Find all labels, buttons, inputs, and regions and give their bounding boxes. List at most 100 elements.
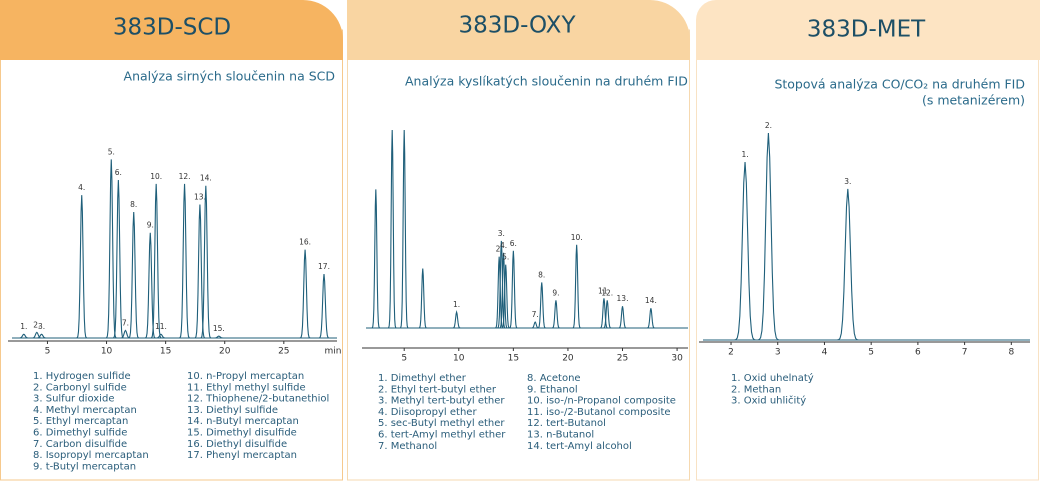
peak-label: 1.: [20, 322, 27, 331]
x-tick-label: 2: [728, 348, 734, 358]
peak-label: 14.: [200, 174, 212, 183]
peak-label: 8.: [130, 200, 137, 209]
x-tick-label: 25: [278, 347, 289, 357]
peak: [734, 161, 756, 341]
peak: [551, 300, 560, 329]
legend-entry: 3. Methyl tert-butyl ether: [378, 396, 505, 407]
peak: [194, 204, 206, 339]
legend-entry: 5. sec-Butyl methyl ether: [378, 418, 505, 429]
peak: [144, 232, 156, 339]
x-tick-label: 5: [401, 354, 407, 364]
chart-subtitle: Analýza sirných sloučenin na SCD: [124, 69, 335, 84]
x-tick-label: 5: [868, 348, 874, 358]
legend-entry: 7. Methanol: [378, 441, 437, 452]
legend-entry: 5. Ethyl mercaptan: [33, 416, 128, 427]
peak-label: 14.: [645, 296, 657, 305]
peak-label: 2.: [496, 245, 503, 254]
legend-entry: 9. t-Butyl mercaptan: [33, 461, 136, 472]
peak: [537, 282, 546, 329]
peak-label: 6.: [510, 239, 517, 248]
legend-entry: 12. Thiophene/2-butanethiol: [187, 394, 329, 405]
x-tick-label: 8: [1008, 348, 1014, 358]
peak: [299, 249, 311, 339]
peak: [387, 129, 397, 329]
peak-label: 1.: [741, 150, 748, 159]
peak-label: 2.: [33, 320, 40, 329]
peak: [155, 333, 167, 339]
peak-label: 3.: [844, 177, 851, 186]
legend-entry: 11. iso-/2-Butanol composite: [527, 407, 671, 418]
peak-label: 5.: [108, 147, 115, 156]
legend-entry: 3. Oxid uhličitý: [731, 395, 806, 407]
peak-label: 15.: [213, 324, 225, 333]
panel: [347, 29, 690, 481]
legend-entry: 1. Dimethyl ether: [378, 373, 467, 384]
peak-label: 1.: [453, 300, 460, 309]
x-tick-label: 15: [508, 354, 519, 364]
legend-entry: 2. Ethyl tert-butyl ether: [378, 384, 497, 395]
legend-entry: 3. Sulfur dioxide: [33, 394, 114, 405]
peak: [128, 212, 140, 339]
x-tick-label: 10: [453, 354, 465, 364]
peak: [36, 333, 47, 339]
peak: [213, 335, 225, 339]
peak-label: 10.: [571, 233, 583, 242]
peak: [495, 256, 504, 329]
x-tick-label: 7: [962, 348, 968, 358]
peak-label: 11.: [598, 286, 610, 295]
chart-subtitle: Stopová analýza CO/CO₂ na druhém FID: [774, 77, 1025, 92]
chart-title: 383D-OXY: [459, 13, 577, 39]
peak: [18, 333, 30, 339]
peak-label: 12.: [179, 172, 191, 181]
peak: [371, 189, 381, 329]
tab: [347, 0, 690, 60]
x-tick-label: 20: [219, 347, 231, 357]
legend-entry: 14. n-Butyl mercaptan: [187, 416, 299, 427]
legend-entry: 13. n-Butanol: [527, 430, 594, 441]
legend-entry: 10. n-Propyl mercaptan: [187, 371, 304, 382]
legend-entry: 13. Diethyl sulfide: [187, 405, 278, 416]
legend-entry: 8. Acetone: [527, 373, 581, 384]
legend-entry: 8. Isopropyl mercaptan: [33, 450, 149, 461]
legend-entry: 2. Methan: [731, 384, 781, 395]
tab: [696, 0, 1040, 60]
peak-label: 7.: [532, 310, 539, 319]
peak-label: 9.: [147, 221, 154, 230]
peak: [452, 310, 461, 329]
peak-label: 4.: [78, 183, 85, 192]
x-tick-label: 3: [775, 348, 781, 358]
peak: [76, 195, 88, 339]
peak: [399, 129, 409, 329]
peak: [179, 183, 190, 339]
peak-label: 3.: [498, 229, 505, 238]
legend-entry: 14. tert-Amyl alcohol: [527, 441, 632, 452]
chart-title: 383D-SCD: [113, 15, 231, 41]
legend-entry: 17. Phenyl mercaptan: [187, 450, 297, 461]
chart-subtitle: Analýza kyslíkatých sloučenin na druhém …: [405, 74, 688, 89]
peak-label: 16.: [299, 238, 311, 247]
peak: [837, 188, 859, 341]
peak: [318, 274, 330, 339]
peak-label: 5.: [502, 253, 509, 262]
peak-label: 13.: [617, 294, 629, 303]
legend-entry: 11. Ethyl methyl sulfide: [187, 382, 306, 393]
peak: [112, 180, 124, 339]
peak: [603, 300, 612, 329]
peak: [150, 183, 162, 339]
peak: [200, 185, 212, 339]
x-tick-label: 4: [822, 348, 828, 358]
peak: [509, 250, 518, 329]
chart-subtitle: (s metanizérem): [922, 93, 1025, 108]
peak: [31, 331, 43, 339]
peak: [501, 264, 510, 329]
legend-entry: 7. Carbon disulfide: [33, 439, 127, 450]
x-tick-label: 30: [671, 354, 683, 364]
legend-entry: 4. Diisopropyl ether: [378, 407, 477, 418]
legend-entry: 2. Carbonyl sulfide: [33, 382, 127, 393]
legend-entry: 1. Oxid uhelnatý: [731, 372, 814, 384]
legend-entry: 10. iso-/n-Propanol composite: [527, 396, 676, 407]
peak-label: 11.: [155, 322, 167, 331]
tab: [0, 0, 343, 60]
peak-label: 6.: [115, 168, 122, 177]
